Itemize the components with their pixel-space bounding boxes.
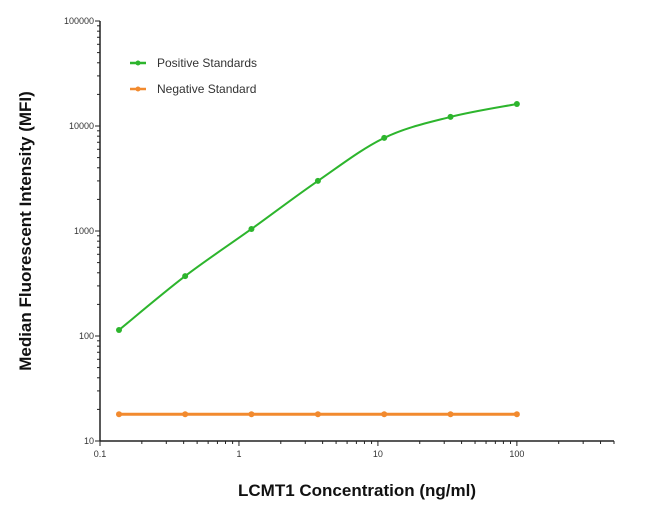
data-point <box>182 273 189 280</box>
data-point <box>248 411 255 418</box>
y-tick-label: 100 <box>79 331 94 341</box>
data-point <box>182 411 189 418</box>
legend-marker <box>135 86 141 92</box>
legend-label: Negative Standard <box>157 82 256 96</box>
data-point <box>381 411 388 418</box>
x-tick-label: 100 <box>509 449 524 459</box>
data-point <box>115 411 122 418</box>
data-point <box>314 411 321 418</box>
legend-label: Positive Standards <box>157 56 257 70</box>
y-tick-label: 10 <box>84 436 94 446</box>
data-point <box>115 327 122 334</box>
series-layer <box>115 101 520 418</box>
y-tick-label: 100000 <box>64 16 94 26</box>
legend-marker <box>135 60 141 66</box>
data-point <box>447 113 454 120</box>
y-tick-label: 10000 <box>69 121 94 131</box>
data-point <box>248 225 255 232</box>
data-point <box>381 134 388 141</box>
data-point <box>447 411 454 418</box>
series-line-positive <box>118 103 518 331</box>
x-tick-label: 1 <box>236 449 241 459</box>
x-axis-title: LCMT1 Concentration (ng/ml) <box>238 481 476 500</box>
x-tick-label: 0.1 <box>94 449 107 459</box>
legend: Positive Standards Negative Standard <box>130 56 257 96</box>
y-tick-label: 1000 <box>74 226 94 236</box>
data-point <box>513 411 520 418</box>
y-axis-title: Median Fluorescent Intensity (MFI) <box>16 91 35 371</box>
data-point <box>314 177 321 184</box>
axes: 0.1 1 10 100 10 100 1000 10000 100000 <box>64 16 615 459</box>
x-tick-label: 10 <box>373 449 383 459</box>
data-point <box>513 101 520 108</box>
